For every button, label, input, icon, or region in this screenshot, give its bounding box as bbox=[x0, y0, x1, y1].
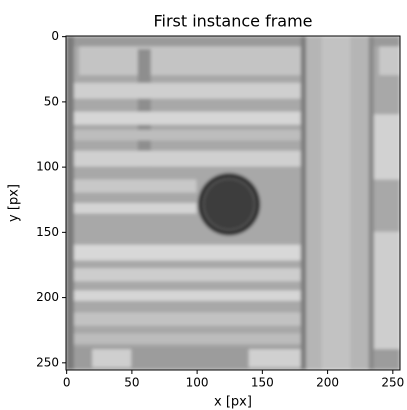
y-tick-label: 200 bbox=[36, 290, 59, 304]
x-tick-label: 150 bbox=[251, 376, 274, 390]
x-tick-label: 200 bbox=[316, 376, 339, 390]
y-tick-label: 0 bbox=[51, 29, 59, 43]
y-tick-label: 100 bbox=[36, 160, 59, 174]
x-tick-label: 0 bbox=[63, 376, 71, 390]
x-tick-label: 50 bbox=[124, 376, 139, 390]
y-tick-label: 150 bbox=[36, 225, 59, 239]
y-tick-label: 250 bbox=[36, 355, 59, 369]
y-axis-label: y [px] bbox=[7, 184, 22, 222]
x-tick-label: 100 bbox=[186, 376, 209, 390]
y-tick-label: 50 bbox=[44, 94, 59, 108]
axes-frame bbox=[65, 35, 401, 371]
x-axis-label: x [px] bbox=[214, 395, 252, 410]
frame-image bbox=[66, 36, 401, 371]
x-tick-label: 250 bbox=[381, 376, 404, 390]
chart-title: First instance frame bbox=[153, 12, 312, 31]
